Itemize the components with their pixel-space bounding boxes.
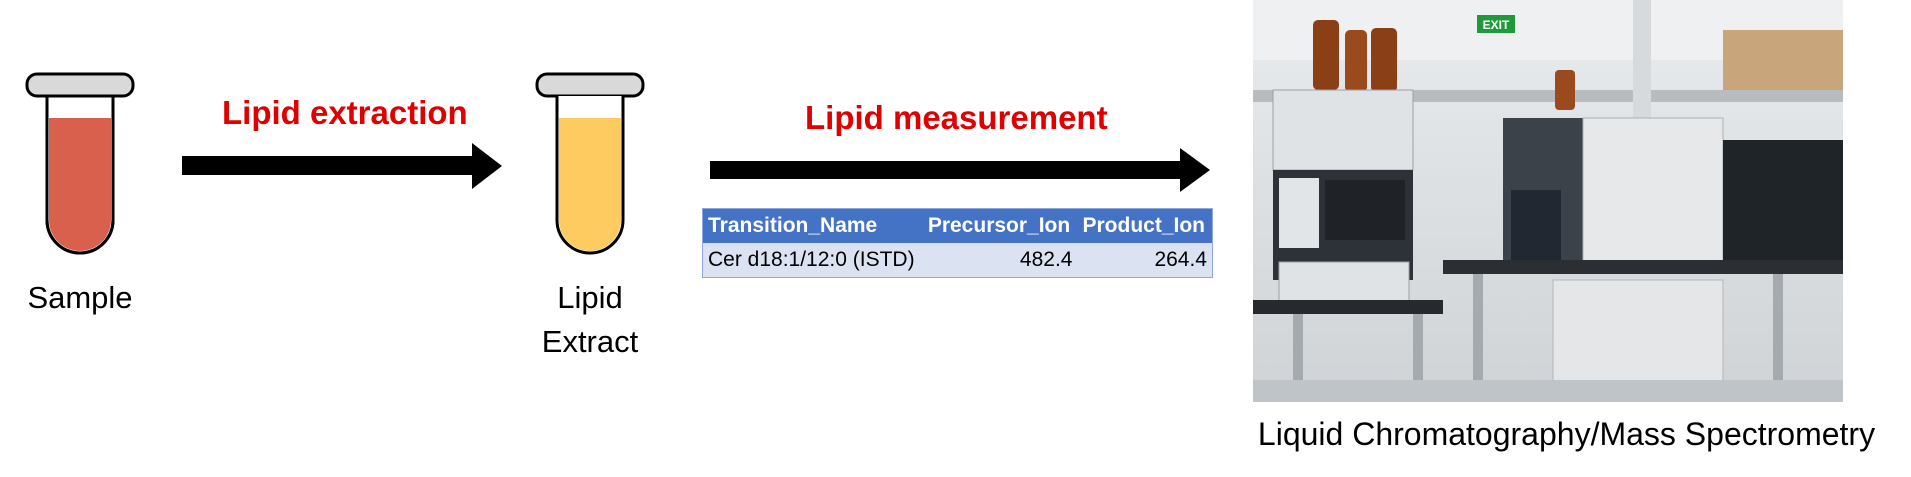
extract-liquid [559,118,621,251]
exit-sign-text: EXIT [1483,18,1510,32]
exit-sign [1477,15,1515,33]
sample-label: Sample [27,280,133,315]
sample-tube [25,72,135,255]
lipid-measurement-label: Lipid measurement [805,99,1108,136]
cell-transition-name: Cer d18:1/12:0 (ISTD) [702,243,923,278]
lcms-caption: Liquid Chromatography/Mass Spectrometry [1257,416,1876,452]
header-transition-name: Transition_Name [702,208,923,243]
extract-label-line1: Lipid [557,280,623,315]
table-row: Cer d18:1/12:0 (ISTD) 482.4 264.4 [702,243,1213,278]
sample-liquid [49,118,111,251]
header-product-ion: Product_Ion [1077,208,1213,243]
extract-tube [535,72,645,255]
header-precursor-ion: Precursor_Ion [922,208,1078,243]
extract-label-line2: Extract [541,324,639,359]
lipid-extraction-label: Lipid extraction [222,94,468,131]
table-header-row: Transition_Name Precursor_Ion Product_Io… [702,208,1213,243]
lcms-instrument-photo: EXIT [1253,0,1843,402]
measurement-arrow [710,148,1210,192]
extraction-arrow [182,143,502,189]
transition-table: Transition_Name Precursor_Ion Product_Io… [702,208,1213,278]
cell-precursor-ion: 482.4 [922,243,1078,278]
cell-product-ion: 264.4 [1077,243,1213,278]
